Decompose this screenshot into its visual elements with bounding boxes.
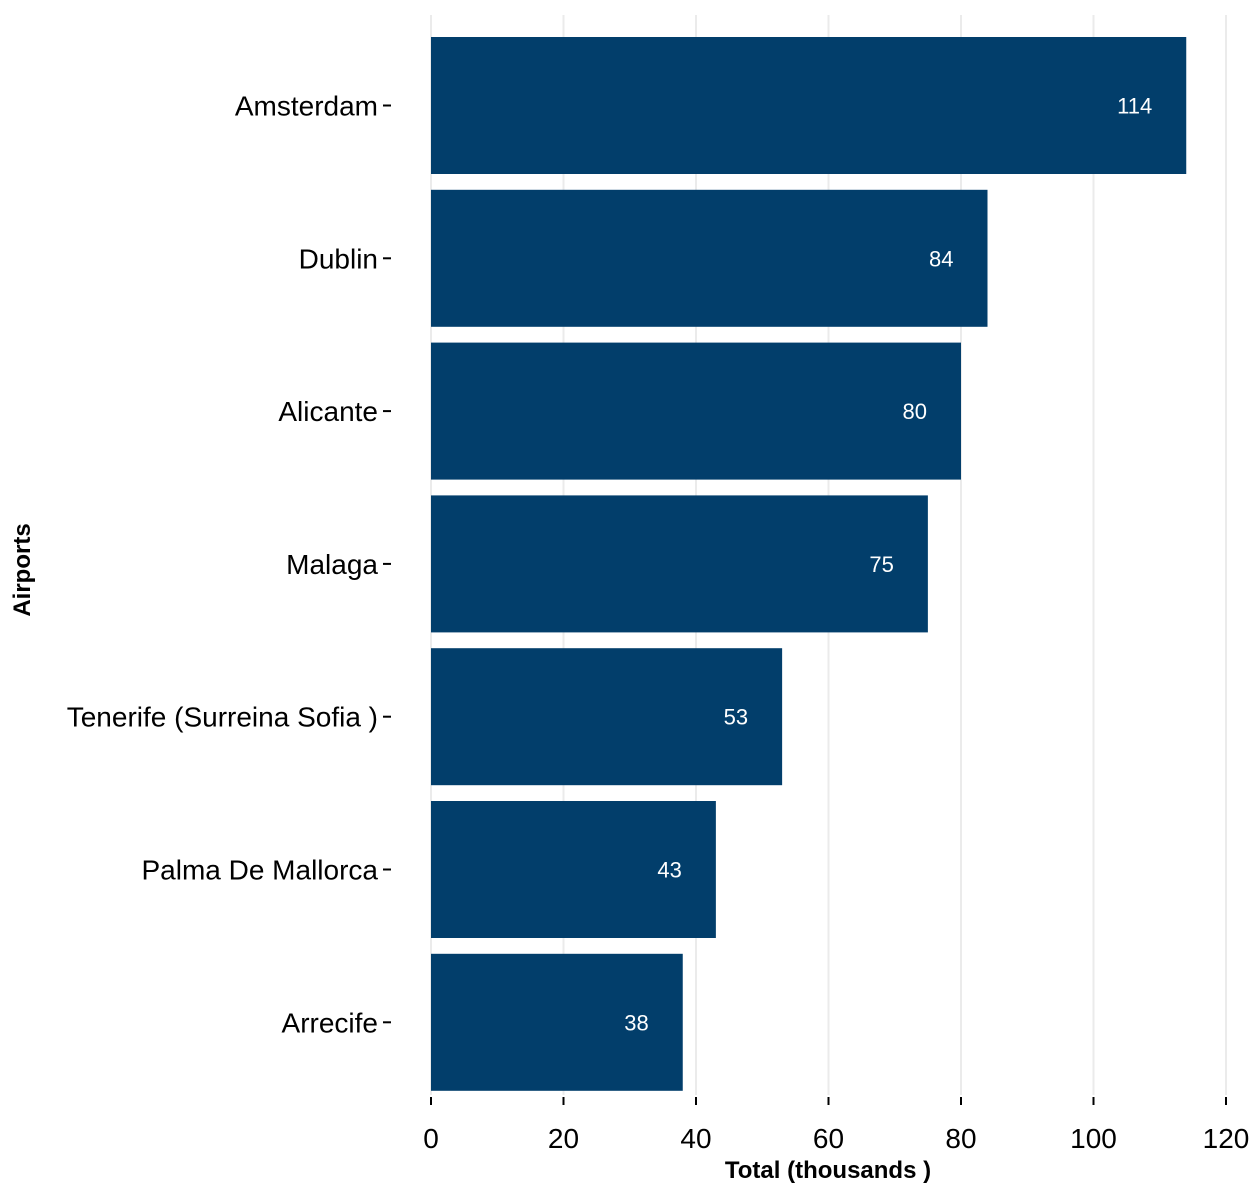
data-labels: 114 84 80 75 53 43 38 xyxy=(624,94,1152,1036)
bar-value-label: 80 xyxy=(903,399,927,424)
bar xyxy=(431,953,683,1091)
bar xyxy=(431,189,988,327)
x-tick-label: 0 xyxy=(423,1123,439,1154)
category-label: Malaga xyxy=(286,549,378,580)
y-axis: Amsterdam Dublin Alicante Malaga Tenerife (S… xyxy=(67,91,391,1038)
bar xyxy=(431,495,928,633)
bar xyxy=(431,801,716,938)
category-label: Palma De Mallorca xyxy=(141,855,378,886)
category-label: Amsterdam xyxy=(235,91,378,122)
x-tick-label: 80 xyxy=(945,1123,976,1154)
category-label: Dublin xyxy=(299,243,378,274)
bar-value-label: 38 xyxy=(624,1010,648,1035)
y-axis-title: Airports xyxy=(9,523,36,616)
bar-value-label: 75 xyxy=(869,552,893,577)
category-label: Alicante xyxy=(278,396,378,427)
x-axis-title: Total (thousands ) xyxy=(725,1157,931,1184)
bar-value-label: 114 xyxy=(1117,94,1152,119)
bar-value-label: 53 xyxy=(724,705,748,730)
x-tick-label: 20 xyxy=(548,1123,579,1154)
x-tick-label: 100 xyxy=(1070,1123,1117,1154)
x-axis: 0 20 40 60 80 100 120 xyxy=(423,1097,1249,1154)
x-tick-label: 120 xyxy=(1203,1123,1250,1154)
category-label: Arrecife xyxy=(282,1007,378,1038)
x-tick-label: 40 xyxy=(680,1123,711,1154)
x-tick-label: 60 xyxy=(813,1123,844,1154)
bar-value-label: 84 xyxy=(929,246,953,271)
category-label: Tenerife (Surreina Sofia ) xyxy=(67,702,378,733)
bar xyxy=(431,342,961,480)
bar-value-label: 43 xyxy=(657,858,681,883)
bar xyxy=(431,648,783,786)
bar xyxy=(431,37,1187,174)
bars xyxy=(431,37,1187,1091)
